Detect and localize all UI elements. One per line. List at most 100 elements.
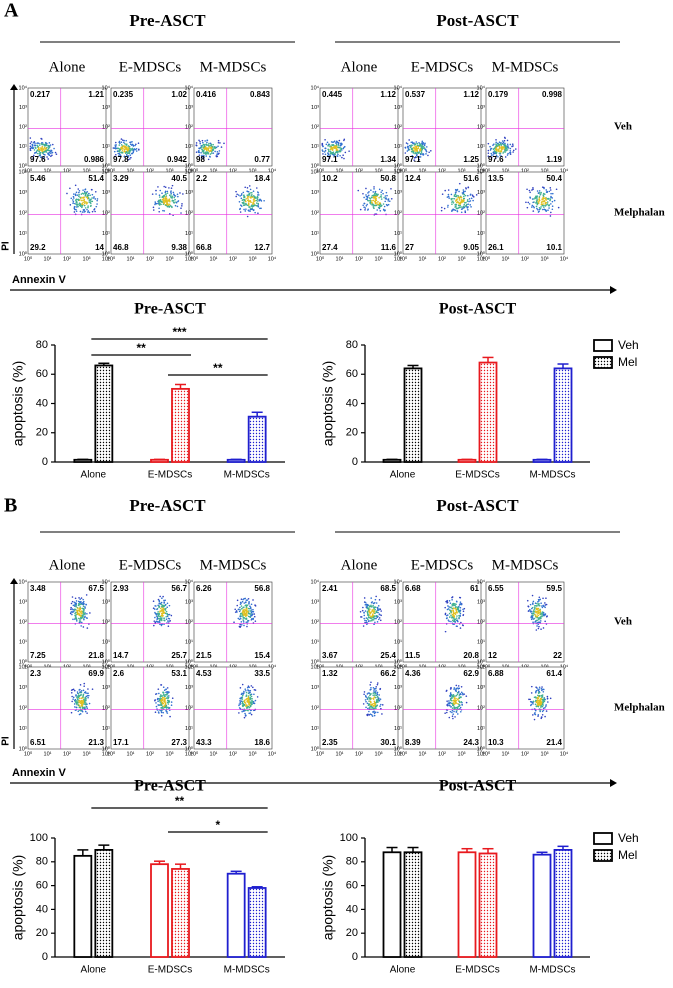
y-tick-label: 10⁴: [102, 168, 111, 175]
event-dot: [129, 158, 131, 160]
quadrant-percent: 26.1: [488, 243, 504, 252]
event-dot: [375, 691, 377, 693]
event-dot: [536, 195, 538, 197]
row-label: Melphalan: [614, 207, 665, 219]
event-dot: [464, 207, 466, 209]
event-dot: [130, 148, 132, 150]
event-dot: [378, 608, 380, 610]
event-dot: [238, 712, 240, 714]
event-dot: [78, 696, 80, 698]
event-dot: [367, 209, 369, 211]
event-dot: [167, 191, 169, 193]
event-dot: [534, 607, 536, 609]
event-dot: [245, 695, 247, 697]
quadrant-percent: 33.5: [254, 669, 270, 678]
event-dot: [165, 613, 167, 615]
event-dot: [363, 203, 365, 205]
event-dot: [56, 153, 58, 155]
event-dot: [503, 147, 505, 149]
event-dot: [446, 600, 448, 602]
event-dot: [163, 197, 165, 199]
event-dot: [367, 613, 369, 615]
x-tick-label: 10⁰: [316, 255, 325, 262]
event-dot: [209, 151, 211, 153]
plot-frame: [403, 582, 481, 662]
event-dot: [380, 619, 382, 621]
event-dot: [246, 704, 248, 706]
event-dot: [530, 610, 532, 612]
event-dot: [79, 698, 81, 700]
x-tick-label: 10³: [541, 256, 549, 262]
event-dot: [239, 201, 241, 203]
quadrant-percent: 22: [553, 651, 562, 660]
event-dot: [552, 205, 554, 207]
y-tick-label: 10²: [311, 619, 319, 625]
event-dot: [70, 609, 72, 611]
event-dot: [153, 620, 155, 622]
y-tick-label: 10⁴: [102, 578, 111, 585]
event-dot: [379, 206, 381, 208]
event-dot: [382, 193, 384, 195]
event-dot: [249, 210, 251, 212]
event-dot: [462, 625, 464, 627]
event-dot: [383, 203, 385, 205]
event-dot: [459, 688, 461, 690]
event-dot: [454, 687, 456, 689]
event-dot: [459, 205, 461, 207]
event-dot: [540, 703, 542, 705]
event-dot: [74, 605, 76, 607]
event-dot: [169, 716, 171, 718]
event-dot: [462, 609, 464, 611]
event-dot: [158, 712, 160, 714]
event-dot: [369, 606, 371, 608]
event-dot: [78, 597, 80, 599]
event-dot: [458, 197, 460, 199]
event-dot: [322, 143, 324, 145]
event-dot: [213, 148, 215, 150]
plot-frame: [486, 667, 564, 749]
event-dot: [365, 198, 367, 200]
event-dot: [81, 200, 83, 202]
event-dot: [507, 140, 509, 142]
event-dot: [542, 704, 544, 706]
event-dot: [251, 714, 253, 716]
event-dot: [453, 620, 455, 622]
event-dot: [155, 613, 157, 615]
event-dot: [380, 191, 382, 193]
y-tick-label: 10¹: [185, 726, 193, 732]
event-dot: [87, 627, 89, 629]
event-dot: [251, 700, 253, 702]
event-dot: [243, 602, 245, 604]
event-dot: [450, 711, 452, 713]
quadrant-percent: 61.4: [546, 669, 562, 678]
event-dot: [536, 616, 538, 618]
event-dot: [78, 199, 80, 201]
event-dot: [388, 204, 390, 206]
y-tick-label: 10⁴: [102, 84, 111, 91]
event-dot: [467, 195, 469, 197]
event-dot: [83, 690, 85, 692]
event-dot: [83, 209, 85, 211]
event-dot: [473, 196, 475, 198]
event-dot: [76, 620, 78, 622]
event-dot: [374, 621, 376, 623]
event-dot: [117, 153, 119, 155]
event-dot: [123, 151, 125, 153]
event-dot: [167, 712, 169, 714]
event-dot: [536, 625, 538, 627]
event-dot: [534, 713, 536, 715]
event-dot: [136, 150, 138, 152]
event-dot: [89, 199, 91, 201]
x-tick-label: M-MDSCs: [529, 965, 575, 976]
quadrant-percent: 1.21: [88, 90, 104, 99]
event-dot: [454, 701, 456, 703]
event-dot: [80, 204, 82, 206]
event-dot: [340, 145, 342, 147]
event-dot: [80, 684, 82, 686]
y-tick-label: 20: [36, 427, 48, 439]
event-dot: [75, 609, 77, 611]
event-dot: [115, 144, 117, 146]
event-dot: [212, 144, 214, 146]
flow-plot: 3.4867.57.2521.810⁰10⁰10¹10¹10²10²10³10³…: [19, 578, 111, 670]
event-dot: [540, 620, 542, 622]
